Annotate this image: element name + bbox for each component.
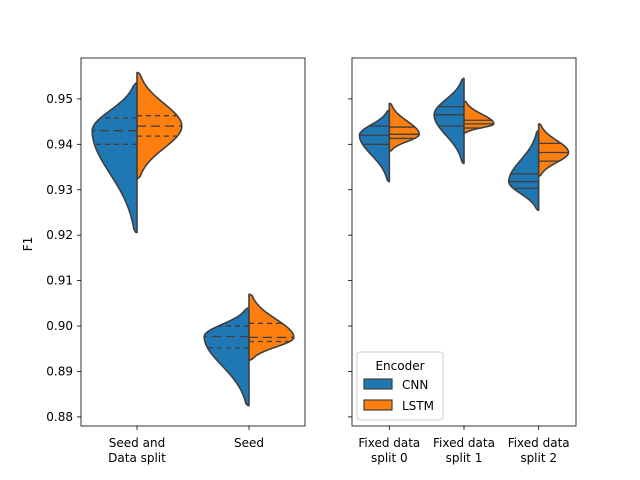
violin-lstm-0-1 <box>248 293 295 361</box>
x-tick-label-1-1: Fixed data split 1 <box>433 436 495 465</box>
x-tick-label-0-1: Seed <box>234 436 264 450</box>
axes-frame-1 <box>351 57 577 427</box>
legend-label-lstm: LSTM <box>402 399 434 413</box>
violin-cnn-1-0 <box>358 109 391 183</box>
legend-title: Encoder <box>375 359 424 373</box>
x-tick-label-1-0: Fixed data split 0 <box>358 436 420 465</box>
violin-cnn-1-2 <box>508 129 540 211</box>
violin-lstm-1-2 <box>537 123 570 177</box>
y-tick-label-4: 0.92 <box>46 228 73 242</box>
y-tick-label-6: 0.94 <box>46 137 73 151</box>
panel-left: Seed and Data split Seed 0.88 0.89 0.90 0.91 0.… <box>46 57 306 465</box>
violin-cnn-0-0 <box>91 82 138 234</box>
y-tick-label-1: 0.89 <box>46 364 73 378</box>
x-tick-label-1-2: Fixed data split 2 <box>508 436 570 465</box>
x-tick-label-0-0: Seed and Data split <box>108 436 166 465</box>
violin-lstm-0-0 <box>136 71 183 180</box>
legend-label-cnn: CNN <box>402 378 428 392</box>
violin-cnn-1-1 <box>433 77 465 165</box>
legend-swatch-lstm <box>363 399 393 411</box>
y-tick-label-7: 0.95 <box>46 92 73 106</box>
y-tick-label-5: 0.93 <box>46 183 73 197</box>
legend-swatch-cnn <box>363 378 393 390</box>
y-tick-label-3: 0.91 <box>46 274 73 288</box>
legend: Encoder CNN LSTM <box>356 351 444 421</box>
axes-frame-0 <box>80 57 306 427</box>
y-tick-label-2: 0.90 <box>46 319 73 333</box>
violin-cnn-0-1 <box>203 307 250 407</box>
panel-right: Fixed data split 0 Fixed data split 1 Fixed … <box>348 57 577 465</box>
y-tick-label-0: 0.88 <box>46 410 73 424</box>
y-axis-label: F1 <box>21 237 35 252</box>
